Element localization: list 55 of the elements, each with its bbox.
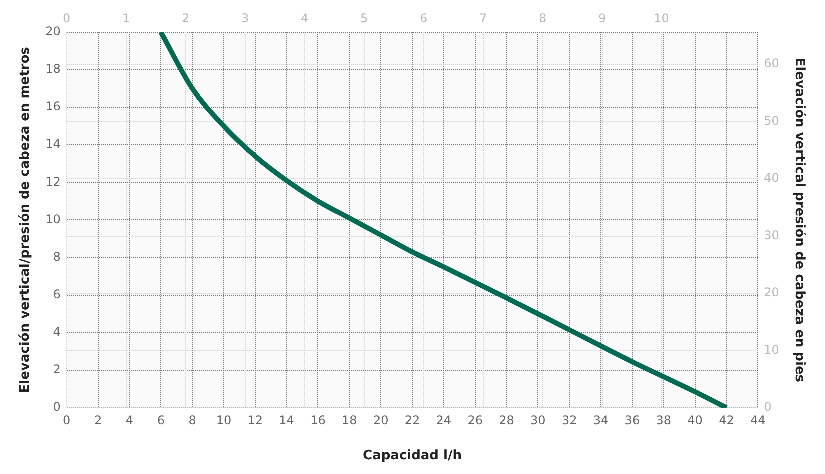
x-tick-label: 30 bbox=[530, 413, 546, 428]
y2-tick-label: 10 bbox=[764, 342, 780, 357]
x-tick-label: 26 bbox=[468, 413, 483, 428]
x2-tick-label: 8 bbox=[538, 11, 547, 26]
x-tick-label: 8 bbox=[188, 413, 196, 428]
x-tick-label: 6 bbox=[157, 413, 165, 428]
y-axis-title: Elevación vertical/presión de cabeza en metros bbox=[18, 46, 34, 394]
y2-tick-label: 30 bbox=[764, 228, 780, 242]
y-tick-label: 6 bbox=[53, 287, 61, 302]
y-tick-label: 16 bbox=[46, 100, 61, 114]
x2-tick-label: 1 bbox=[122, 11, 130, 26]
x2-tick-label: 5 bbox=[360, 11, 368, 26]
x2-tick-label: 4 bbox=[301, 11, 309, 26]
y2-axis-title: Elevación vertical presión de cabeza en pies bbox=[792, 58, 807, 383]
x-tick-label: 24 bbox=[436, 413, 452, 428]
x-tick-label: 44 bbox=[750, 413, 766, 428]
x2-tick-label: 9 bbox=[598, 11, 606, 26]
x-tick-label: 22 bbox=[404, 413, 420, 428]
x-tick-label: 38 bbox=[656, 413, 672, 428]
x2-tick-label: 7 bbox=[479, 11, 488, 26]
y-tick-label: 0 bbox=[53, 400, 61, 414]
y-tick-label: 2 bbox=[53, 362, 61, 377]
x2-tick-label: 3 bbox=[242, 11, 250, 26]
x-tick-label: 2 bbox=[94, 413, 102, 428]
x-axis-title: Capacidad l/h bbox=[363, 448, 462, 464]
x-tick-label: 36 bbox=[624, 413, 640, 428]
y-tick-label: 18 bbox=[46, 62, 61, 76]
x-tick-label: 40 bbox=[688, 413, 703, 428]
y2-tick-label: 0 bbox=[764, 400, 772, 414]
x-tick-label: 14 bbox=[279, 413, 294, 428]
x-tick-label: 42 bbox=[719, 413, 734, 428]
y-tick-label: 4 bbox=[53, 325, 61, 340]
x-tick-label: 4 bbox=[126, 413, 134, 428]
x-tick-label: 20 bbox=[373, 413, 389, 428]
x-tick-label: 0 bbox=[63, 413, 71, 428]
y2-tick-label: 60 bbox=[764, 56, 780, 71]
y2-tick-label: 20 bbox=[764, 286, 780, 300]
y-tick-label: 12 bbox=[46, 174, 61, 189]
x-tick-label: 34 bbox=[593, 413, 609, 428]
x2-tick-label: 2 bbox=[182, 11, 190, 26]
y-tick-label: 8 bbox=[53, 250, 61, 264]
x2-tick-label: 0 bbox=[63, 11, 71, 26]
y-tick-label: 14 bbox=[46, 137, 61, 152]
y2-tick-label: 40 bbox=[764, 171, 780, 186]
x-tick-label: 28 bbox=[499, 413, 514, 428]
x-tick-label: 10 bbox=[216, 413, 232, 428]
x-tick-label: 12 bbox=[248, 413, 264, 428]
x2-tick-label: 10 bbox=[654, 11, 670, 26]
x-tick-label: 16 bbox=[310, 413, 326, 428]
y-tick-label: 10 bbox=[46, 212, 61, 226]
y2-tick-label: 50 bbox=[764, 114, 780, 128]
x-tick-label: 32 bbox=[562, 413, 578, 428]
x2-tick-label: 6 bbox=[420, 11, 428, 26]
y-tick-label: 20 bbox=[46, 24, 61, 39]
x-tick-label: 18 bbox=[342, 413, 358, 428]
